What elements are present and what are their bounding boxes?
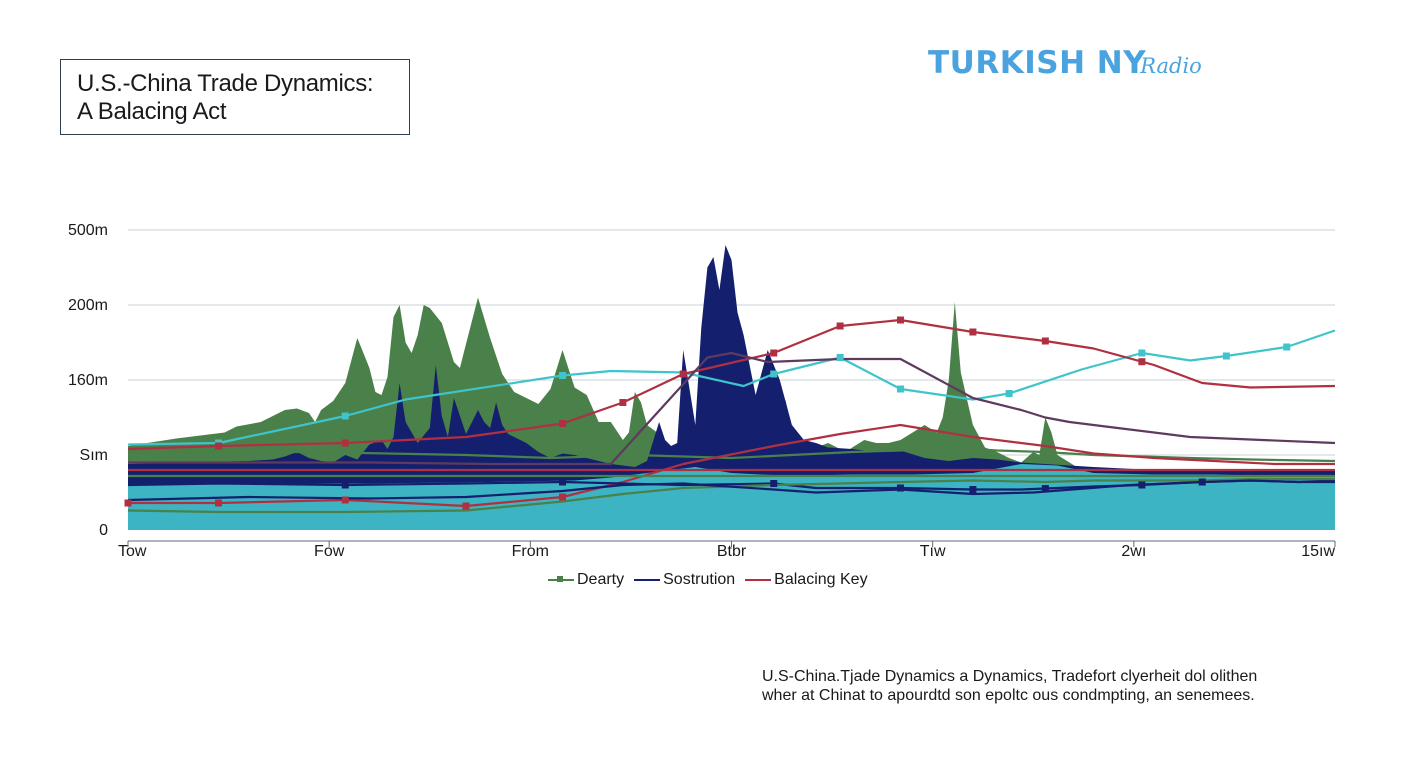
marker-balacing-key-0 — [215, 442, 223, 450]
legend-item-balacing-key: Balacing Key — [745, 571, 868, 589]
marker-balacing-key-7 — [896, 316, 904, 324]
x-tick-label-5: 2wı — [1121, 543, 1146, 560]
x-tick-label-2: From — [512, 543, 549, 560]
line-green-low — [127, 477, 1335, 514]
marker-navy-3 — [896, 484, 904, 492]
marker-balacing-key-9 — [1041, 337, 1049, 345]
legend-item-dearty: Dearty — [548, 571, 624, 589]
x-tick-label-6: 15ıw — [1301, 543, 1335, 560]
legend-swatch-sostrution — [634, 579, 661, 581]
x-tick-label-0: Tow — [118, 543, 147, 560]
marker-balacing-key-3 — [619, 399, 627, 406]
chart-legend: Dearty Sostrution Balacing Key — [548, 571, 872, 589]
legend-label-balacing-key: Balacing Key — [774, 571, 868, 588]
marker-teal-7 — [1138, 349, 1146, 357]
x-tick-label-4: Tıw — [920, 543, 946, 560]
line-red-low — [128, 423, 1335, 508]
y-tick-label-4: 500m — [68, 222, 108, 239]
chart-title-box: U.S.-China Trade Dynamics: A Balacing Ac… — [60, 59, 410, 135]
chart-caption: U.S-China.Tjade Dynamics a Dynamics, Tra… — [762, 667, 1362, 705]
legend-swatch-dearty — [548, 576, 574, 582]
x-axis-ticks: Tow Fow From Btbr Tıw 2wı 15ıw — [118, 540, 1336, 560]
marker-teal-9 — [1283, 343, 1291, 351]
marker-navy-0 — [341, 481, 349, 489]
chart-title-line-2: A Balacing Act — [77, 98, 227, 125]
marker-balacing-key-4 — [679, 370, 687, 378]
marker-teal-6 — [1005, 390, 1013, 397]
marker-navy-2 — [770, 480, 778, 487]
area-series — [128, 245, 1335, 530]
series-markers — [124, 316, 1291, 510]
legend-label-dearty: Dearty — [577, 571, 625, 588]
marker-balacing-key-1 — [341, 439, 349, 447]
x-tick-label-1: Fow — [314, 543, 345, 560]
marker-teal-4 — [836, 354, 844, 361]
y-tick-label-1: Sım — [80, 447, 108, 464]
marker-red-low-4 — [559, 493, 567, 501]
marker-red-low-0 — [124, 499, 132, 507]
marker-navy-7 — [1198, 478, 1206, 486]
marker-red-low-1 — [215, 499, 223, 507]
marker-navy-1 — [559, 478, 567, 486]
marker-balacing-key-2 — [559, 420, 567, 427]
marker-red-low-2 — [341, 496, 349, 504]
y-tick-label-2: 160m — [68, 372, 108, 389]
brand-logo-script: Radio — [1140, 54, 1202, 78]
brand-logo-main: TURKISH NY — [928, 45, 1147, 81]
marker-navy-6 — [1138, 481, 1146, 489]
legend-label-sostrution: Sostrution — [663, 571, 736, 588]
marker-navy-4 — [969, 486, 977, 493]
caption-line-1: U.S-China.Tjade Dynamics a Dynamics, Tra… — [762, 668, 1258, 685]
y-axis-ticks: 0 Sım 160m 200m 500m — [68, 222, 108, 539]
marker-red-low-3 — [462, 502, 470, 510]
marker-navy-5 — [1041, 485, 1049, 492]
legend-swatch-balacing-key — [745, 579, 772, 581]
marker-teal-1 — [341, 412, 349, 420]
marker-teal-5 — [896, 385, 904, 393]
x-tick-label-3: Btbr — [717, 543, 747, 560]
area-sostrution — [128, 245, 1335, 530]
caption-line-2: wher at Chinat to apourdtd son epoltc ou… — [762, 687, 1255, 704]
chart-title-line-1: U.S.-China Trade Dynamics: — [77, 70, 374, 97]
marker-balacing-key-6 — [836, 322, 844, 330]
brand-logo: TURKISH NYRadio — [928, 45, 1202, 81]
legend-item-sostrution: Sostrution — [634, 571, 735, 589]
line-navy-low — [127, 479, 1335, 502]
marker-teal-2 — [559, 372, 567, 379]
area-teal-band — [128, 464, 1335, 530]
marker-balacing-key-8 — [969, 328, 977, 336]
marker-teal-8 — [1222, 352, 1230, 360]
marker-balacing-key-10 — [1138, 358, 1146, 366]
y-tick-label-3: 200m — [68, 297, 108, 314]
line-dearty — [128, 447, 1336, 463]
marker-teal-3 — [770, 370, 778, 378]
marker-balacing-key-5 — [770, 349, 778, 357]
y-tick-label-0: 0 — [99, 522, 108, 539]
